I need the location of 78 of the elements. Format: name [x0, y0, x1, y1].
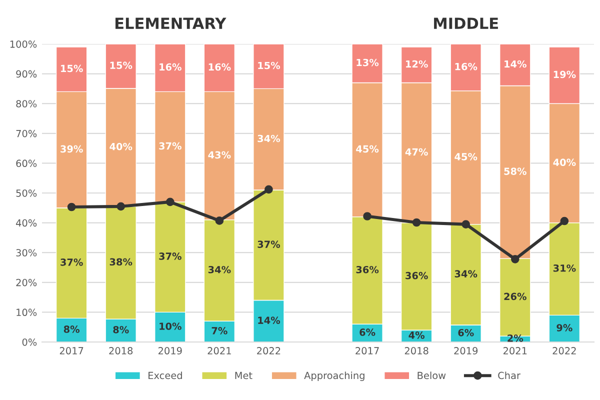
- data-label: 2%: [508, 334, 524, 342]
- data-label: 34%: [258, 134, 280, 142]
- point: [215, 216, 224, 225]
- text: ELEMENTARY: [116, 18, 226, 29]
- data-label: 40%: [553, 158, 576, 166]
- point: [116, 202, 126, 211]
- data-label: 26%: [504, 292, 526, 300]
- legend-label: Met: [235, 372, 252, 380]
- x-tick-label: 2018: [404, 347, 428, 354]
- x-tick-label: 2021: [208, 347, 231, 354]
- y-tick-label: 70%: [16, 130, 37, 138]
- data-label: 7%: [212, 327, 228, 334]
- data-label: 13%: [356, 58, 379, 66]
- legend-label: Below: [418, 372, 446, 380]
- data-label: 36%: [356, 266, 379, 274]
- x-tick-label: 2022: [257, 347, 280, 354]
- data-label: 6%: [458, 328, 474, 336]
- x-tick-label: 2021: [503, 347, 527, 354]
- data-label: 16%: [455, 62, 478, 70]
- x-tick-label: 2017: [60, 347, 84, 354]
- legend-label: Exceed: [148, 372, 182, 380]
- data-label: 8%: [64, 326, 80, 333]
- data-label: 14%: [504, 60, 526, 68]
- y-tick-label: 100%: [10, 40, 37, 48]
- x-tick-label: 2022: [552, 347, 576, 354]
- data-label: 16%: [160, 63, 182, 71]
- data-label: 37%: [60, 258, 83, 266]
- data-label: 37%: [159, 142, 182, 150]
- y-tick-label: 10%: [16, 308, 37, 316]
- data-label: 15%: [258, 62, 280, 70]
- y-tick-label: 30%: [16, 249, 37, 256]
- x-tick-label: 2017: [356, 347, 379, 354]
- data-label: 14%: [258, 316, 280, 324]
- data-label: 34%: [454, 270, 478, 278]
- point: [510, 254, 520, 264]
- data-label: 4%: [408, 332, 425, 339]
- data-label: 37%: [258, 240, 280, 248]
- data-label: 38%: [110, 258, 132, 266]
- data-label: 31%: [553, 264, 576, 272]
- data-label: 36%: [406, 272, 428, 280]
- point: [67, 202, 76, 212]
- y-tick-label: 50%: [16, 189, 37, 197]
- data-label: 58%: [504, 168, 526, 175]
- data-label: 16%: [208, 63, 231, 71]
- data-label: 40%: [110, 142, 132, 150]
- data-label: 37%: [159, 252, 182, 260]
- point: [462, 220, 470, 228]
- data-label: 19%: [554, 70, 576, 78]
- x-tick-label: 2019: [454, 347, 478, 354]
- y-tick-label: 0%: [22, 338, 37, 346]
- point: [264, 185, 273, 194]
- data-label: 12%: [406, 60, 428, 68]
- y-tick-label: 40%: [16, 219, 37, 227]
- x-tick-label: 2019: [158, 347, 182, 354]
- data-label: 39%: [60, 145, 83, 153]
- y-tick-label: 60%: [16, 160, 37, 168]
- point: [412, 218, 421, 227]
- data-label: 43%: [208, 151, 231, 159]
- legend-label: Approaching: [304, 372, 364, 382]
- point: [363, 212, 372, 220]
- text: MIDDLE: [434, 18, 498, 29]
- data-label: 45%: [356, 145, 379, 153]
- data-label: 6%: [360, 328, 376, 336]
- y-tick-label: 90%: [16, 70, 37, 78]
- legend-label: Char: [498, 372, 520, 380]
- y-tick-label: 20%: [16, 278, 37, 286]
- data-label: 9%: [556, 324, 572, 332]
- data-label: 45%: [454, 153, 478, 160]
- y-tick-label: 80%: [16, 100, 37, 108]
- data-label: 8%: [113, 326, 129, 334]
- x-tick-label: 2018: [109, 347, 133, 354]
- data-label: 15%: [110, 62, 132, 70]
- data-label: 34%: [208, 266, 231, 274]
- point: [166, 198, 174, 206]
- data-label: 10%: [160, 322, 182, 330]
- data-label: 47%: [405, 148, 428, 156]
- data-label: 15%: [61, 64, 83, 72]
- point: [560, 216, 569, 226]
